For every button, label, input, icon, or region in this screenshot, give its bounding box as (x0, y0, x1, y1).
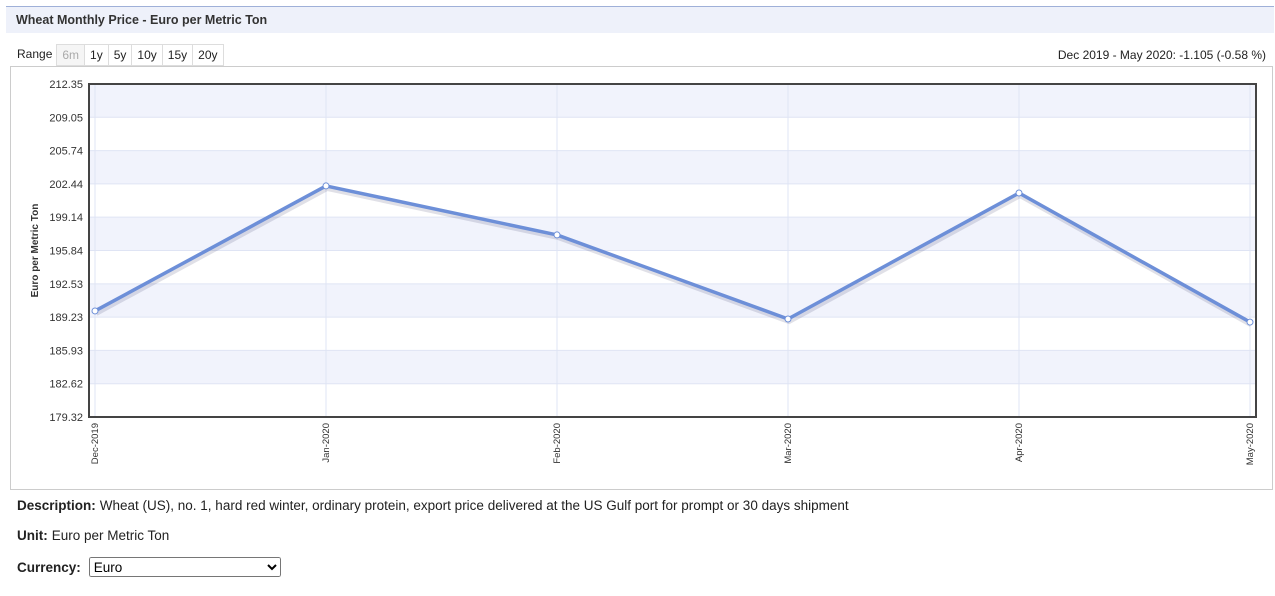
description-text: Wheat (US), no. 1, hard red winter, ordi… (99, 498, 849, 513)
y-tick-label: 195.84 (49, 245, 83, 257)
description-row: Description: Wheat (US), no. 1, hard red … (17, 498, 849, 513)
unit-label: Unit: (17, 528, 48, 543)
plot-band (89, 84, 1256, 118)
chart-box (10, 66, 1273, 490)
y-tick-label: 212.35 (49, 79, 83, 91)
plot-band (89, 217, 1256, 251)
currency-select[interactable]: Euro (88, 557, 281, 577)
y-tick-label: 209.05 (49, 112, 83, 124)
range-selector: Range 6m 1y 5y 10y 15y 20y (11, 44, 224, 66)
y-tick-label: 199.14 (49, 212, 83, 224)
x-tick-label: Jan-2020 (321, 423, 332, 463)
y-tick-label: 202.44 (49, 179, 83, 191)
title-bar: Wheat Monthly Price - Euro per Metric To… (6, 6, 1274, 33)
y-tick-label: 185.93 (49, 345, 83, 357)
y-axis-label: Euro per Metric Ton (30, 204, 41, 298)
description-label: Description: (17, 498, 96, 513)
currency-label: Currency: (17, 559, 81, 575)
currency-row: Currency: Euro (17, 557, 281, 577)
range-button[interactable]: 15y (161, 44, 194, 66)
x-tick-label: Mar-2020 (783, 423, 794, 464)
change-text: Dec 2019 - May 2020: -1.105 (-0.58 %) (1057, 48, 1266, 62)
plot-band (89, 150, 1256, 184)
line (94, 184, 1251, 324)
plot-band (89, 283, 1256, 318)
y-tick-label: 192.53 (49, 279, 83, 291)
plot-band (89, 350, 1256, 384)
unit-row: Unit: Euro per Metric Ton (17, 528, 169, 543)
x-tick-label: May-2020 (1245, 423, 1256, 465)
y-tick-label: 182.62 (49, 379, 83, 391)
range-button[interactable]: 1y (84, 44, 109, 66)
range-button[interactable]: 20y (192, 44, 224, 66)
x-tick-label: Feb-2020 (552, 423, 563, 464)
unit-text: Euro per Metric Ton (51, 528, 170, 543)
point (553, 231, 561, 239)
y-tick-label: 179.32 (49, 412, 83, 424)
range-label: Range (11, 44, 58, 64)
range-button[interactable]: 5y (107, 44, 133, 66)
x-tick-label: Apr-2020 (1014, 423, 1025, 462)
range-button[interactable]: 6m (56, 44, 86, 66)
plot-border (88, 83, 1257, 418)
point (784, 315, 792, 323)
x-tick-label: Dec-2019 (90, 423, 101, 464)
y-tick-label: 189.23 (49, 312, 83, 324)
point (1015, 189, 1023, 197)
point (1246, 318, 1254, 326)
y-tick-label: 205.74 (49, 146, 83, 158)
point (91, 307, 99, 315)
point (322, 182, 330, 190)
